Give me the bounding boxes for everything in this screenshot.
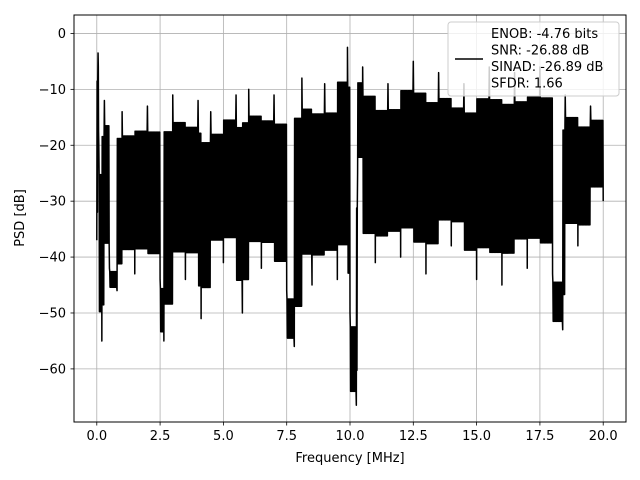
x-tick-label: 10.0 (336, 429, 365, 444)
plot-area (96, 46, 604, 406)
legend: ENOB: -4.76 bits SNR: -26.88 dB SINAD: -26… (447, 21, 620, 97)
y-tick-label: −20 (39, 139, 66, 154)
x-tick-label: 12.5 (399, 429, 428, 444)
x-tick-label: 7.5 (276, 429, 297, 444)
legend-box (447, 21, 620, 97)
legend-label: ENOB: -4.76 bits SNR: -26.88 dB SINAD: -26… (491, 27, 603, 92)
legend-label-line: SNR: -26.88 dB (491, 44, 589, 59)
x-tick-label: 2.5 (150, 429, 171, 444)
x-axis-label: Frequency [MHz] (295, 451, 404, 466)
x-tick-label: 15.0 (462, 429, 491, 444)
y-tick-label: −10 (39, 83, 66, 98)
y-tick-label: −60 (39, 362, 66, 377)
x-tick-label: 0.0 (86, 429, 107, 444)
x-tick-label: 5.0 (213, 429, 234, 444)
x-tick-label: 17.5 (525, 429, 554, 444)
y-tick-label: −40 (39, 251, 66, 266)
y-tick-label: 0 (58, 27, 66, 42)
y-axis-label: PSD [dB] (13, 189, 28, 247)
axis-ticks: 0.0 2.5 5.0 7.5 10.0 12.5 15.0 17.5 20.0 0 −10 −20 −… (39, 27, 618, 444)
y-tick-label: −50 (39, 306, 66, 321)
legend-label-line: ENOB: -4.76 bits (491, 27, 598, 42)
legend-label-line: SINAD: -26.89 dB (491, 60, 603, 75)
legend-label-line: SFDR: 1.66 (491, 77, 563, 92)
y-tick-label: −30 (39, 195, 66, 210)
x-tick-label: 20.0 (589, 429, 618, 444)
psd-series-line (96, 46, 604, 406)
